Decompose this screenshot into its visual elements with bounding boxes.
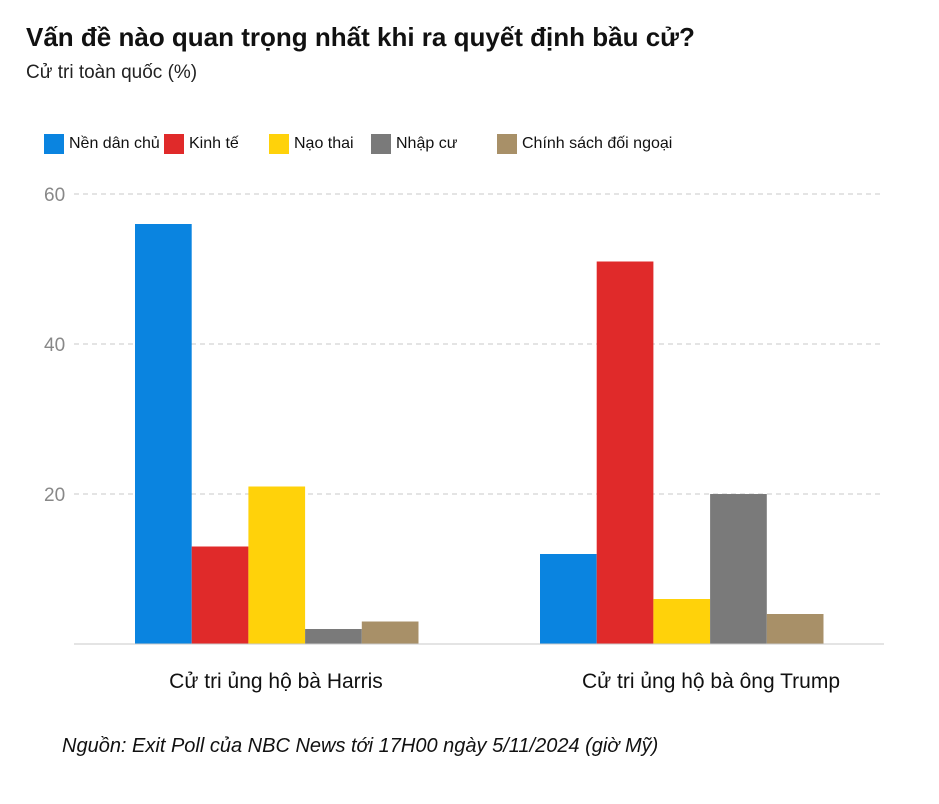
x-category-label: Cử tri ủng hộ bà ông Trump bbox=[582, 670, 840, 693]
bar bbox=[305, 629, 362, 644]
chart-title: Vấn đề nào quan trọng nhất khi ra quyết … bbox=[26, 22, 695, 52]
legend-label: Nhập cư bbox=[396, 135, 458, 152]
legend-item: Chính sách đối ngoại bbox=[497, 132, 672, 156]
legend-swatch bbox=[371, 134, 391, 154]
source-note: Nguồn: Exit Poll của NBC News tới 17H00 … bbox=[62, 735, 659, 757]
bar bbox=[135, 224, 192, 644]
chart-subtitle: Cử tri toàn quốc (%) bbox=[26, 62, 198, 83]
bar bbox=[361, 621, 419, 644]
bar bbox=[191, 546, 249, 644]
bar bbox=[596, 261, 654, 644]
legend-swatch bbox=[164, 134, 184, 154]
bar bbox=[248, 486, 306, 644]
y-tick-label: 20 bbox=[44, 485, 65, 506]
y-tick-label: 40 bbox=[44, 335, 65, 356]
legend-item: Nhập cư bbox=[371, 132, 457, 156]
legend-label: Nạo thai bbox=[294, 135, 354, 152]
legend-label: Nền dân chủ bbox=[69, 135, 160, 152]
bar bbox=[710, 494, 767, 644]
legend-item: Nền dân chủ bbox=[44, 132, 160, 156]
legend-swatch bbox=[269, 134, 289, 154]
legend-label: Kinh tế bbox=[189, 135, 239, 152]
legend-item: Nạo thai bbox=[269, 132, 354, 156]
chart-legend: Nền dân chủ Kinh tế Nạo thai Nhập cư Chính s… bbox=[44, 132, 924, 156]
bar bbox=[766, 614, 824, 644]
legend-label: Chính sách đối ngoại bbox=[522, 135, 673, 152]
legend-swatch bbox=[44, 134, 64, 154]
x-category-label: Cử tri ủng hộ bà Harris bbox=[169, 670, 383, 693]
legend-item: Kinh tế bbox=[164, 132, 239, 156]
bar bbox=[540, 554, 597, 644]
bar bbox=[653, 599, 711, 644]
legend-swatch bbox=[497, 134, 517, 154]
y-tick-label: 60 bbox=[44, 185, 65, 206]
